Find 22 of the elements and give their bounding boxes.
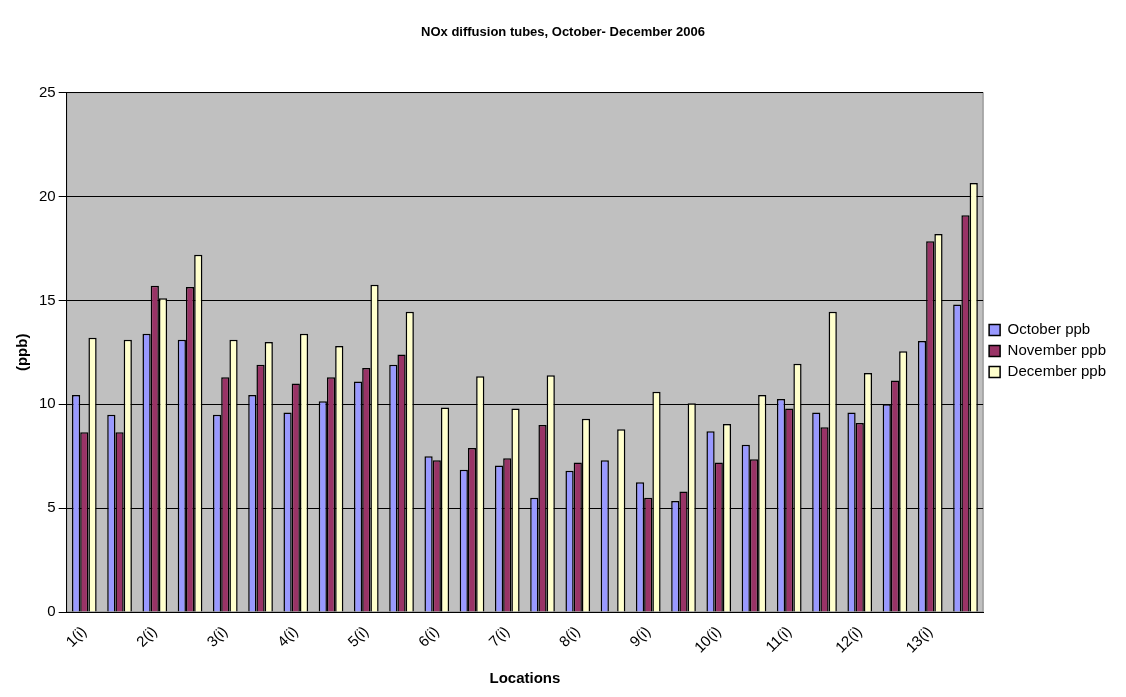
x-tick-label: 1(i)	[62, 622, 90, 650]
x-tick-label: 9(i)	[625, 622, 654, 650]
chart-title: NOx diffusion tubes, October- December 2006	[421, 24, 705, 40]
y-tick-label: 25	[39, 82, 56, 100]
y-tick-label: 5	[47, 498, 56, 516]
x-tick-label: 5(i)	[343, 622, 372, 650]
x-tick-label: 2(i)	[132, 622, 160, 650]
x-tick-label: 4(i)	[273, 622, 301, 650]
y-tick-label: 20	[39, 186, 56, 204]
x-tick-label: 7(i)	[484, 622, 513, 650]
y-axis-title: (ppb)	[13, 333, 31, 372]
x-tick-label: 3(i)	[203, 622, 231, 650]
y-tick-label: 10	[39, 394, 56, 412]
legend-label: October ppb	[1007, 320, 1091, 338]
legend-label: December ppb	[1007, 362, 1106, 380]
y-tick-label: 0	[47, 602, 56, 620]
y-tick-label: 15	[39, 290, 56, 308]
x-tick-label: 11(i)	[761, 622, 795, 655]
x-tick-label: 8(i)	[555, 622, 583, 650]
legend-label: November ppb	[1007, 341, 1106, 359]
x-tick-label: 6(i)	[414, 622, 442, 650]
x-axis-title: Locations	[489, 669, 561, 687]
